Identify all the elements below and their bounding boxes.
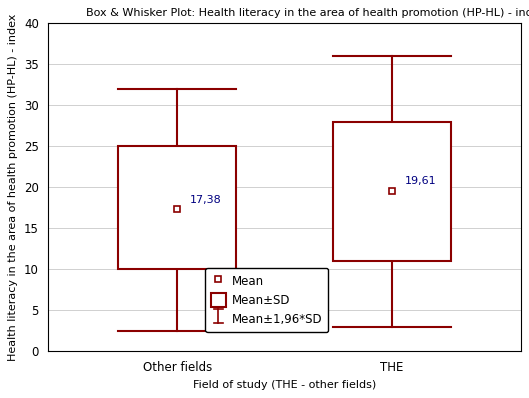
Bar (333, 122, 451, 261)
X-axis label: Field of study (THE - other fields): Field of study (THE - other fields) (193, 380, 376, 390)
Text: Box & Whisker Plot: Health literacy in the area of health promotion (HP-HL) - in: Box & Whisker Plot: Health literacy in t… (86, 8, 529, 18)
Y-axis label: Health literacy in the area of health promotion (HP-HL) - index: Health literacy in the area of health pr… (8, 14, 19, 361)
Legend: Mean, Mean±SD, Mean±1,96*SD: Mean, Mean±SD, Mean±1,96*SD (205, 268, 328, 332)
Text: 19,61: 19,61 (405, 176, 436, 186)
Bar (118, 146, 236, 269)
Text: 17,38: 17,38 (190, 195, 222, 205)
